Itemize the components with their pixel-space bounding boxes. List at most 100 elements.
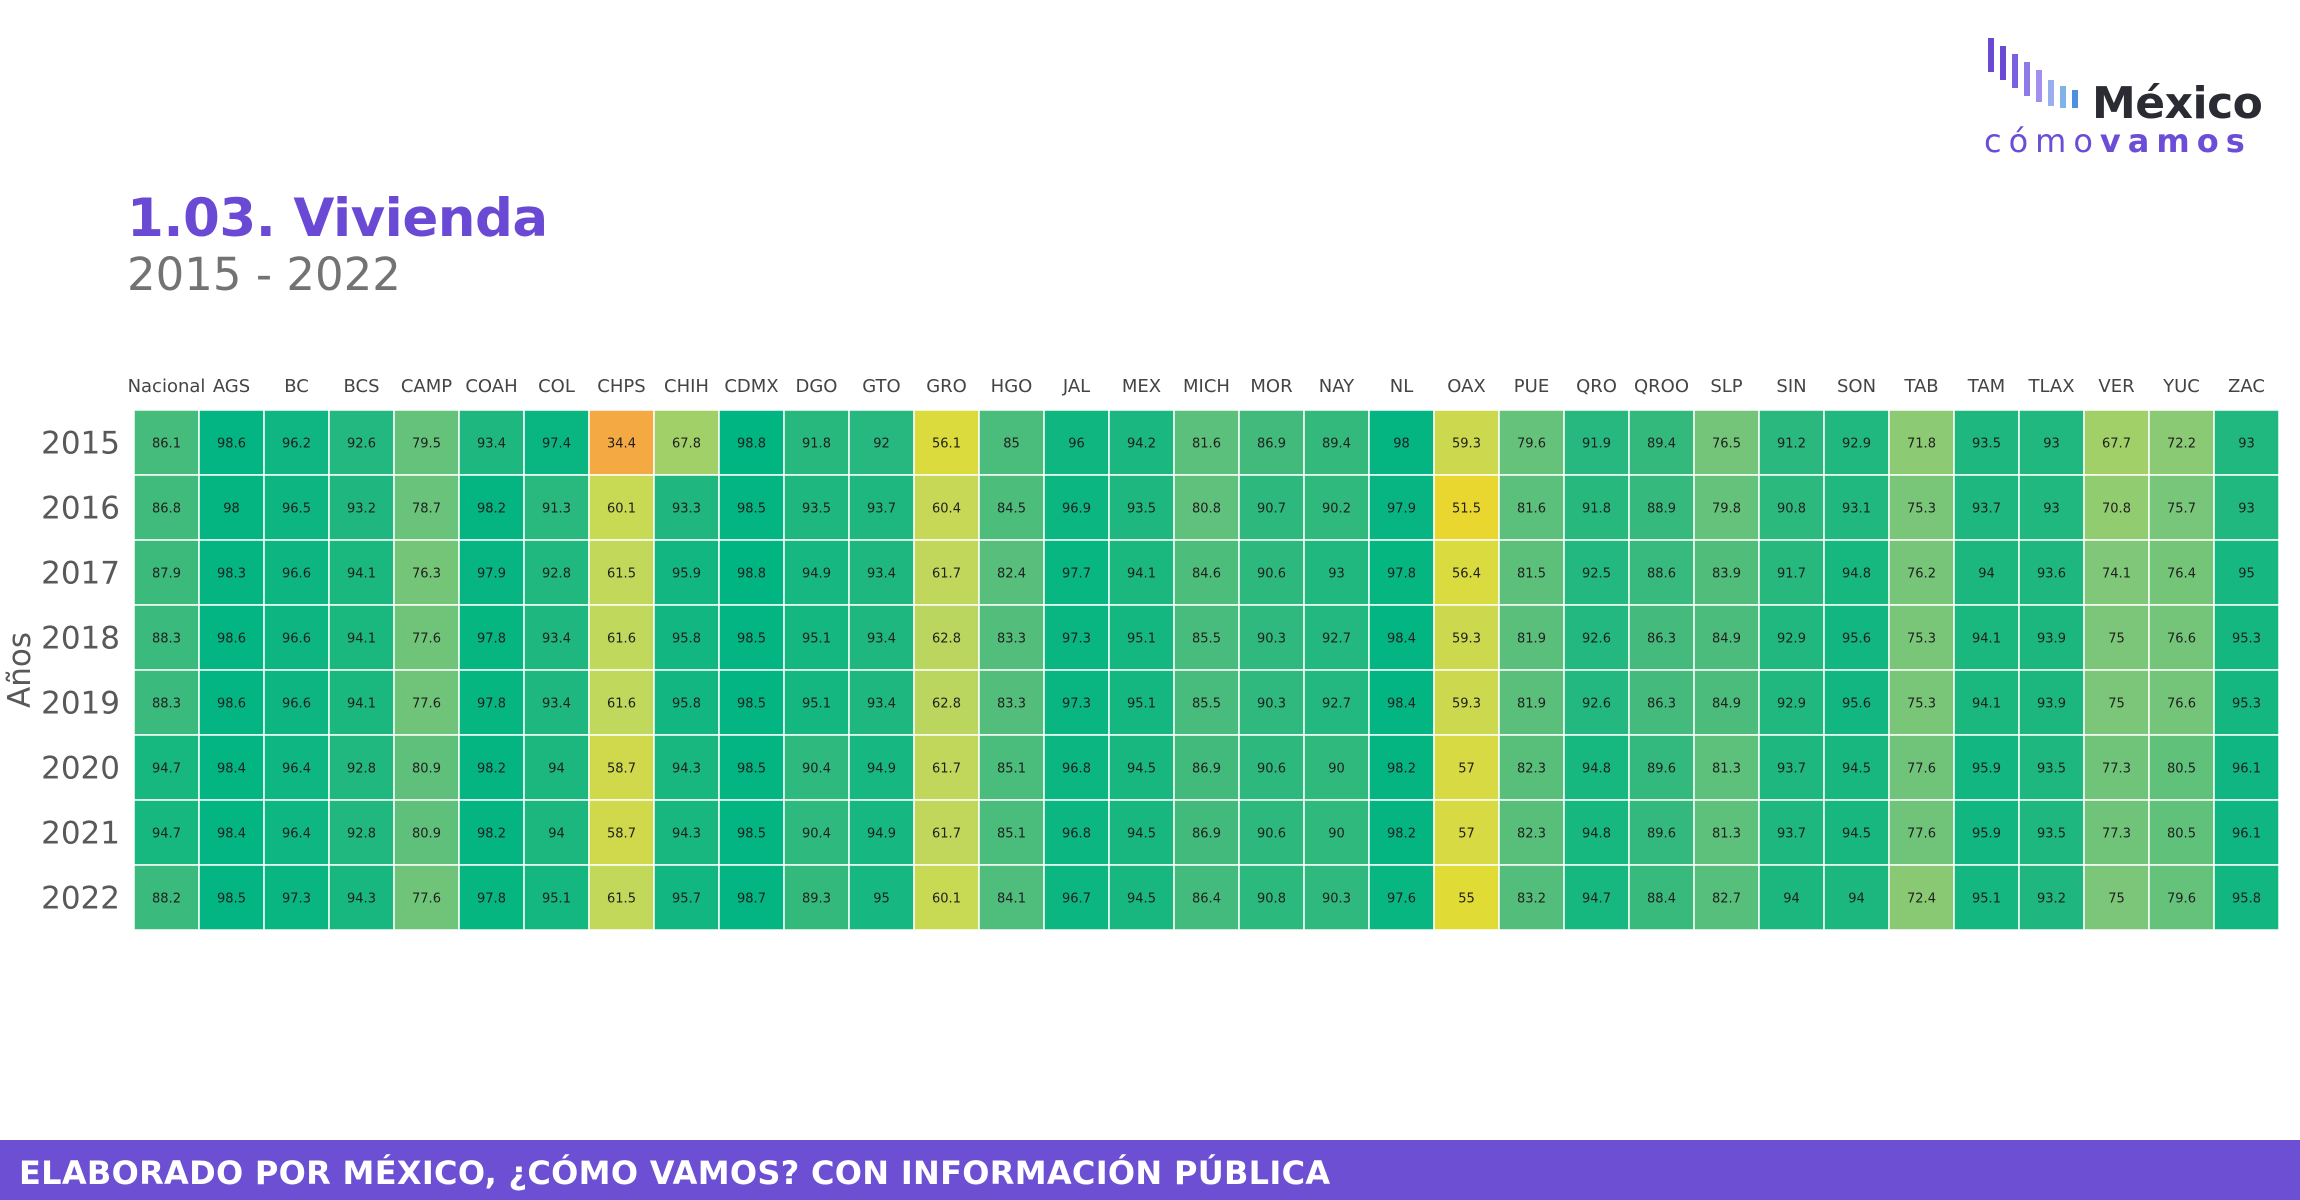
cell-value-label: 89.4 <box>1647 437 1676 452</box>
cell-value-label: 94.9 <box>867 827 896 842</box>
cell-value-label: 91.7 <box>1777 567 1806 582</box>
cell-value-label: 93 <box>2238 437 2255 452</box>
heatmap-cell <box>393 734 460 801</box>
heatmap-cell <box>1758 799 1825 866</box>
cell-value-label: 98.8 <box>737 437 766 452</box>
column-label: MEX <box>1122 376 1161 397</box>
logo-bars-icon <box>1988 38 2078 108</box>
cell-value-label: 94.5 <box>1127 827 1156 842</box>
heatmap-cell <box>133 669 200 736</box>
cell-value-label: 98.4 <box>217 827 246 842</box>
cell-value-label: 67.8 <box>672 437 701 452</box>
heatmap-cell <box>1888 864 1955 931</box>
heatmap-cell <box>978 604 1045 671</box>
column-label: PUE <box>1514 376 1549 397</box>
heatmap-cell <box>1563 409 1630 476</box>
heatmap-cell <box>1173 539 1240 606</box>
cell-value-label: 86.9 <box>1257 437 1286 452</box>
heatmap-cell <box>848 604 915 671</box>
cell-value-label: 95.8 <box>672 632 701 647</box>
cell-value-label: 57 <box>1458 762 1475 777</box>
cell-value-label: 60.1 <box>607 502 636 517</box>
heatmap-cell <box>2083 409 2150 476</box>
cell-value-label: 94 <box>1783 892 1800 907</box>
heatmap-cell <box>588 799 655 866</box>
cell-value-label: 98.2 <box>1387 762 1416 777</box>
cell-value-label: 98.3 <box>217 567 246 582</box>
cell-value-label: 61.6 <box>607 697 636 712</box>
cell-value-label: 83.3 <box>997 632 1026 647</box>
cell-value-label: 94.7 <box>152 762 181 777</box>
heatmap-cell <box>133 864 200 931</box>
cell-value-label: 59.3 <box>1452 697 1481 712</box>
heatmap-cell <box>198 734 265 801</box>
heatmap-cell <box>783 604 850 671</box>
heatmap-cell <box>328 409 395 476</box>
heatmap-cell <box>1368 474 1435 541</box>
heatmap-cell <box>978 409 1045 476</box>
cell-value-label: 90.8 <box>1257 892 1286 907</box>
cell-value-label: 95 <box>2238 567 2255 582</box>
column-label: SON <box>1837 376 1876 397</box>
cell-value-label: 86.9 <box>1192 827 1221 842</box>
cell-value-label: 98.5 <box>737 762 766 777</box>
cell-value-label: 98.4 <box>1387 632 1416 647</box>
cell-value-label: 98.5 <box>737 827 766 842</box>
cell-value-label: 79.5 <box>412 437 441 452</box>
heatmap-cell <box>2018 409 2085 476</box>
cell-value-label: 90.3 <box>1257 632 1286 647</box>
heatmap-cell <box>1043 864 1110 931</box>
cell-value-label: 61.6 <box>607 632 636 647</box>
heatmap-cell <box>653 669 720 736</box>
heatmap-cell <box>1628 799 1695 866</box>
heatmap-cell <box>328 539 395 606</box>
cell-value-label: 93.1 <box>1842 502 1871 517</box>
column-label: CHIH <box>664 376 709 397</box>
cell-value-label: 98.2 <box>1387 827 1416 842</box>
column-label: TAB <box>1903 376 1938 397</box>
heatmap-cell <box>1433 474 1500 541</box>
heatmap-cell <box>1303 539 1370 606</box>
column-label: VER <box>2098 376 2134 397</box>
heatmap-cell <box>2148 409 2215 476</box>
heatmap-cell <box>1303 864 1370 931</box>
cell-value-label: 94.8 <box>1582 762 1611 777</box>
cell-value-label: 98.6 <box>217 697 246 712</box>
cell-value-label: 97.4 <box>542 437 571 452</box>
cell-value-label: 90 <box>1328 762 1345 777</box>
cell-value-label: 98.6 <box>217 632 246 647</box>
heatmap-cell <box>1108 539 1175 606</box>
cell-value-label: 94.1 <box>347 567 376 582</box>
row-label: 2018 <box>41 621 120 657</box>
row-label: 2021 <box>41 816 120 852</box>
cell-value-label: 85.1 <box>997 762 1026 777</box>
cell-value-label: 92 <box>873 437 890 452</box>
cell-value-label: 93.4 <box>477 437 506 452</box>
column-label: AGS <box>213 376 250 397</box>
heatmap-cell <box>913 409 980 476</box>
cell-value-label: 85 <box>1003 437 1020 452</box>
heatmap-cell <box>328 864 395 931</box>
heatmap-cell <box>2018 864 2085 931</box>
cell-value-label: 79.6 <box>1517 437 1546 452</box>
heatmap-cell <box>523 864 590 931</box>
heatmap-cell <box>1823 539 1890 606</box>
heatmap-cell <box>1758 474 1825 541</box>
cell-value-label: 76.6 <box>2167 697 2196 712</box>
heatmap-cell <box>523 409 590 476</box>
cell-value-label: 61.5 <box>607 892 636 907</box>
heatmap-cell <box>2018 539 2085 606</box>
heatmap-cell <box>653 799 720 866</box>
cell-value-label: 79.8 <box>1712 502 1741 517</box>
heatmap-cell <box>263 604 330 671</box>
column-label: GTO <box>862 376 900 397</box>
heatmap-cell <box>1888 474 1955 541</box>
heatmap-cell <box>1498 734 1565 801</box>
heatmap-cell <box>1238 604 1305 671</box>
cell-value-label: 82.3 <box>1517 827 1546 842</box>
cell-value-label: 81.3 <box>1712 827 1741 842</box>
heatmap-cell <box>1303 604 1370 671</box>
cell-value-label: 77.3 <box>2102 762 2131 777</box>
column-label: HGO <box>991 376 1033 397</box>
heatmap-cell <box>1693 474 1760 541</box>
